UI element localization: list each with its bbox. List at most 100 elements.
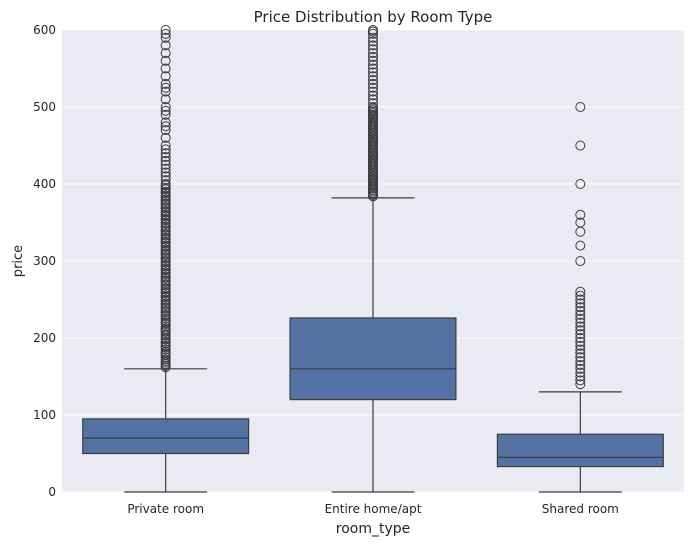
outlier-point	[575, 256, 586, 266]
outlier-point	[160, 225, 171, 236]
outlier-point	[160, 256, 171, 266]
outlier-point	[160, 186, 171, 197]
outlier-point	[160, 63, 171, 74]
y-tick-label: 300	[33, 254, 56, 268]
outlier-point	[160, 159, 171, 170]
outlier-point	[368, 51, 378, 62]
outlier-point	[368, 102, 378, 112]
outlier-point	[160, 132, 171, 143]
outlier-point	[575, 325, 586, 336]
outlier-point	[160, 167, 171, 178]
outlier-point	[368, 75, 378, 86]
outlier-point	[160, 279, 171, 290]
outlier-point	[368, 71, 378, 82]
outlier-point	[368, 40, 378, 51]
box-group	[82, 25, 250, 493]
outlier-point	[160, 340, 171, 351]
outlier-point	[160, 236, 171, 247]
outlier-point	[160, 323, 171, 334]
outlier-point	[160, 148, 171, 159]
outlier-point	[368, 86, 378, 97]
outlier-point	[160, 217, 171, 228]
outlier-point	[575, 313, 586, 324]
outlier-point	[368, 59, 378, 70]
outlier-point	[368, 98, 378, 109]
outlier-point	[160, 102, 171, 112]
y-axis-ticks: 0 100 200 300 400 500 600	[33, 23, 56, 499]
outlier-point	[575, 356, 586, 367]
outlier-point	[368, 28, 378, 39]
outlier-point	[368, 48, 378, 59]
outlier-point	[160, 232, 171, 243]
outlier-point	[160, 28, 171, 39]
outlier-point	[160, 248, 171, 259]
outlier-point	[575, 290, 586, 301]
y-tick-label: 600	[33, 23, 56, 37]
outlier-point	[160, 298, 171, 309]
outlier-point	[575, 217, 586, 228]
outlier-point	[160, 213, 171, 224]
outlier-point	[368, 36, 378, 47]
outlier-point	[160, 32, 171, 43]
outlier-point	[160, 121, 171, 132]
outlier-point	[575, 294, 586, 305]
outlier-point	[160, 240, 171, 251]
outlier-point	[575, 352, 586, 363]
outlier-point	[160, 306, 171, 317]
y-tick-label: 200	[33, 331, 56, 345]
outlier-point	[160, 194, 171, 205]
outlier-point	[160, 244, 171, 255]
box-iqr	[496, 433, 664, 468]
outlier-point	[575, 371, 586, 382]
outlier-point	[575, 306, 586, 317]
outlier-point	[575, 302, 586, 313]
x-tick-label: Entire home/apt	[325, 502, 422, 516]
outlier-point	[575, 209, 586, 220]
outlier-point	[575, 359, 586, 370]
y-tick-label: 400	[33, 177, 56, 191]
outlier-point	[160, 82, 171, 93]
outlier-point	[160, 190, 171, 201]
outlier-point	[575, 321, 586, 332]
outlier-point	[160, 202, 171, 213]
x-tick-label: Private room	[127, 502, 204, 516]
outlier-point	[160, 94, 171, 105]
outlier-point	[575, 317, 586, 328]
outlier-point	[160, 86, 171, 97]
outlier-point	[368, 67, 378, 78]
y-tick-label: 100	[33, 408, 56, 422]
x-axis-label: room_type	[336, 521, 411, 537]
outlier-point	[575, 286, 586, 297]
outlier-point	[575, 340, 586, 351]
outlier-point	[160, 282, 171, 293]
chart-title: Price Distribution by Room Type	[254, 8, 493, 26]
outlier-point	[160, 309, 171, 320]
outlier-point	[575, 333, 586, 343]
outlier-point	[368, 63, 378, 74]
outlier-point	[575, 348, 586, 359]
outlier-point	[160, 329, 171, 340]
outlier-point	[160, 179, 171, 189]
outlier-point	[575, 375, 586, 386]
outlier-point	[575, 140, 586, 151]
outlier-point	[368, 44, 378, 55]
outlier-point	[160, 163, 171, 174]
outlier-point	[160, 321, 171, 332]
outlier-point	[160, 71, 171, 82]
box-iqr	[289, 317, 457, 401]
outlier-point	[575, 298, 586, 309]
outlier-point	[160, 144, 171, 155]
x-tick-label: Shared room	[542, 502, 619, 516]
x-axis-ticks: Private room Entire home/apt Shared room	[127, 502, 619, 516]
outlier-point	[575, 367, 586, 378]
outlier-point	[160, 198, 171, 209]
outlier-point	[368, 25, 378, 35]
outlier-point	[160, 313, 171, 324]
box-series	[82, 25, 664, 493]
outlier-point	[575, 336, 586, 347]
outlier-point	[368, 94, 378, 105]
y-axis-label: price	[11, 245, 26, 277]
outlier-point	[368, 82, 378, 93]
